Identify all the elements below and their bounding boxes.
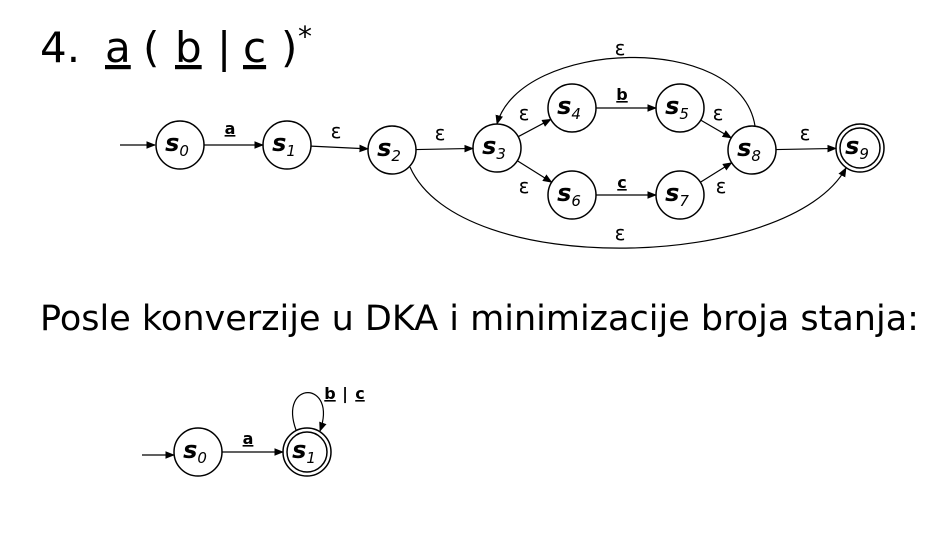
state-label: s0 (183, 436, 207, 467)
heading-token: b (175, 23, 202, 72)
heading-token: ) (281, 23, 297, 72)
heading-number: 4. (40, 23, 80, 72)
state-label: s7 (665, 179, 689, 210)
transition (517, 160, 553, 183)
state-label: s1 (272, 129, 296, 160)
state-label: s1 (292, 436, 316, 467)
transition (700, 162, 733, 183)
transition-label: a (225, 119, 236, 138)
transition-label: ε (615, 221, 626, 245)
transition (415, 144, 474, 153)
transition-label: ε (800, 121, 811, 145)
state-index: 7 (679, 192, 689, 210)
state-name: s (665, 92, 679, 120)
heading: 4. a ( b | c ) * (40, 20, 312, 72)
state-name: s (292, 436, 306, 464)
transition-label: ε (716, 174, 727, 198)
transition (292, 392, 327, 432)
state-index: 2 (391, 147, 401, 165)
transition-label: b (616, 85, 627, 104)
state-name: s (557, 92, 571, 120)
transition-label: ε (435, 121, 446, 145)
state-index: 0 (179, 142, 189, 160)
state-label: s2 (377, 134, 401, 165)
state-index: 6 (571, 192, 581, 210)
state-label: s9 (845, 132, 869, 163)
state (727, 125, 777, 175)
transition-label: ε (519, 174, 530, 198)
state-index: 1 (286, 142, 296, 160)
transition (775, 144, 837, 153)
heading-token: a (105, 23, 131, 72)
state-name: s (272, 129, 286, 157)
state-name: s (165, 129, 179, 157)
state-index: 9 (859, 145, 869, 163)
state-index: 1 (306, 449, 316, 467)
transition (310, 144, 369, 153)
transition-label: b (324, 384, 335, 403)
transition-label: ε (713, 101, 724, 125)
transition-label: ε (519, 101, 530, 125)
subtitle: Posle konverzije u DKA i minimizacije br… (40, 299, 919, 339)
transition-label: c (355, 384, 364, 403)
transition (517, 118, 552, 138)
heading-token: ( (143, 23, 159, 72)
state-inner (839, 127, 881, 169)
state-name: s (737, 134, 751, 162)
state-name: s (183, 436, 197, 464)
state-name: s (845, 132, 859, 160)
state-label: s5 (665, 92, 689, 123)
state-name: s (665, 179, 679, 207)
state-index: 4 (571, 105, 581, 123)
state-label: s0 (165, 129, 189, 160)
transition (700, 119, 733, 139)
transition-label: c (617, 173, 626, 192)
state-index: 8 (751, 147, 761, 165)
state-index: 3 (496, 145, 506, 163)
transition (409, 166, 847, 249)
state-inner (286, 431, 328, 473)
heading-superscript: * (298, 20, 312, 53)
transition-label: ε (331, 119, 342, 143)
transition-label: a (243, 429, 254, 448)
state-index: 5 (679, 105, 689, 123)
state-label: s4 (557, 92, 581, 123)
state-label: s8 (737, 134, 761, 165)
state-index: 0 (197, 449, 207, 467)
state-name: s (377, 134, 391, 162)
transition-label: ε (615, 36, 626, 60)
state-label: s3 (482, 132, 506, 163)
heading-token: c (243, 23, 266, 72)
state-name: s (482, 132, 496, 160)
heading-token: | (217, 23, 231, 72)
transition (495, 56, 756, 127)
transition-label: | (342, 384, 348, 404)
state-label: s6 (557, 179, 581, 210)
state-name: s (557, 179, 571, 207)
